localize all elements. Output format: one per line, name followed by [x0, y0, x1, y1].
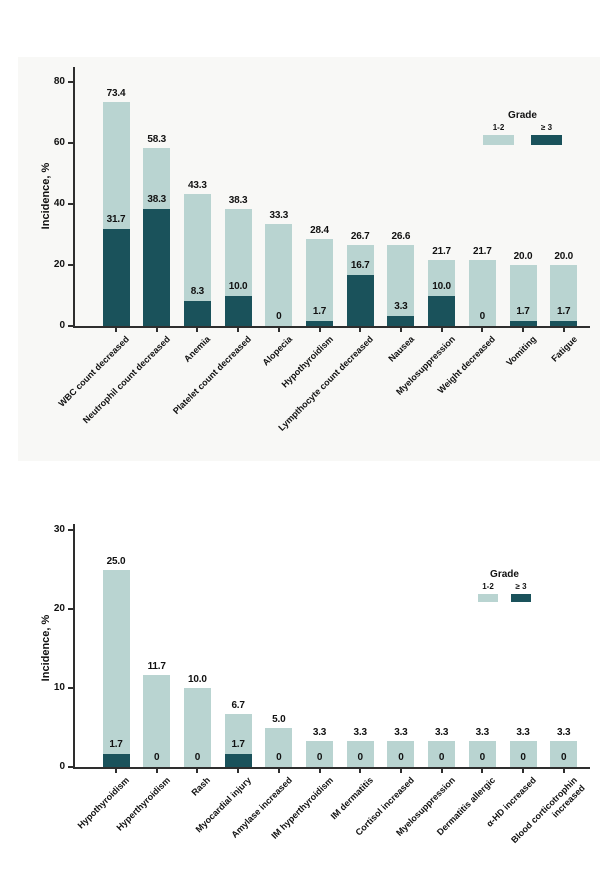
bar-total-label: 3.3: [394, 726, 408, 738]
y-axis-line: [73, 524, 75, 769]
x-tick-mark: [115, 769, 117, 773]
bar-total-label: 3.3: [516, 726, 530, 738]
x-category-label: Blood corticotrophin increased: [508, 775, 587, 846]
bar-grade-1-2: [509, 740, 537, 767]
y-tick-label: 30: [53, 524, 65, 535]
bar-grade-1-2: [468, 740, 496, 767]
x-tick-mark: [399, 769, 402, 773]
bar-total-label: 6.7: [231, 700, 245, 712]
y-axis-title: Incidence, %: [40, 614, 52, 682]
legend: Grade 1-2 ≥ 3: [478, 569, 531, 602]
y-tick-mark: [68, 529, 73, 531]
bar-grade-1-2: [550, 740, 578, 767]
bar-grade-ge3-label: 0: [276, 752, 282, 763]
bar-grade-ge3-label: 0: [520, 752, 526, 763]
bar-grade-ge3: [224, 753, 252, 767]
x-category-label: Myocardial injury: [193, 775, 254, 835]
legend-swatch-grade-ge3: [511, 594, 531, 602]
x-category-label: Dermatitis allergic: [435, 775, 498, 838]
x-tick-mark: [522, 769, 524, 773]
x-tick-mark: [318, 769, 321, 773]
y-tick-mark: [68, 766, 73, 768]
legend-title: Grade: [490, 569, 519, 580]
bar-total-label: 5.0: [272, 713, 286, 725]
bar-grade-1-2: [428, 740, 456, 767]
y-tick-label: 10: [53, 682, 65, 693]
bar-grade-ge3-label: 0: [154, 752, 160, 763]
bar-grade-ge3-label: 0: [357, 752, 364, 763]
x-tick-mark: [481, 769, 484, 773]
bar-grade-ge3-label: 0: [438, 752, 445, 763]
x-category-label: Amylase increased: [229, 775, 294, 840]
bar-grade-1-2: [387, 740, 415, 767]
x-tick-mark: [155, 769, 158, 773]
y-tick-mark: [68, 687, 73, 689]
legend-item-grade-1-2: 1-2: [478, 582, 498, 602]
bar-total-label: 3.3: [312, 726, 327, 738]
x-category-label: α-HD increased: [484, 775, 539, 829]
bar-total-label: 3.3: [557, 726, 571, 738]
legend-item-grade-ge3: ≥ 3: [511, 582, 531, 602]
bar-total-label: 11.7: [147, 660, 166, 672]
bar-grade-1-2: [346, 740, 374, 767]
legend-item-label: 1-2: [482, 582, 494, 591]
x-category-label: Rash: [189, 775, 213, 798]
x-category-label: IM dermatitis: [328, 775, 376, 822]
bar-total-label: 25.0: [106, 555, 126, 567]
x-tick-mark: [277, 769, 280, 773]
bar-grade-ge3-label: 0: [479, 752, 486, 763]
x-category-label: IM hyperthyroidism: [268, 775, 335, 841]
bar-grade-1-2: [102, 569, 130, 767]
x-tick-mark: [196, 769, 199, 773]
bar-total-label: 3.3: [475, 726, 490, 738]
x-tick-mark: [440, 769, 443, 773]
bar-grade-1-2: [306, 740, 333, 767]
x-tick-mark: [562, 769, 565, 773]
bar-total-label: 3.3: [434, 726, 449, 738]
bar-total-label: 3.3: [353, 726, 368, 738]
y-tick-mark: [68, 608, 73, 610]
x-category-label: Myelosuppression: [393, 775, 457, 838]
bar-grade-1-2: [143, 674, 171, 767]
bar-grade-1-2: [183, 688, 211, 767]
x-category-label: Hyperthyroidism: [114, 775, 172, 833]
bar-grade-1-2: [265, 727, 293, 767]
legend-item-label: ≥ 3: [515, 582, 527, 591]
bar-grade-ge3-label: 0: [398, 752, 404, 763]
x-tick-mark: [359, 769, 362, 773]
bar-grade-ge3-label: 1.7: [109, 738, 123, 750]
x-category-label: Hypothyroidism: [75, 775, 132, 831]
bar-grade-ge3-label: 0: [561, 752, 567, 763]
bar-total-label: 10.0: [188, 674, 207, 685]
bar-grade-ge3-label: 0: [194, 752, 201, 763]
bar-grade-1-2: [224, 714, 252, 767]
y-tick-label: 0: [59, 761, 65, 772]
legend-swatch-grade-1-2: [478, 594, 498, 602]
x-axis-line: [73, 767, 590, 769]
bar-grade-ge3: [102, 753, 130, 767]
x-tick-mark: [237, 769, 240, 773]
x-category-label: Cortisol increased: [353, 775, 416, 838]
legend-items: 1-2 ≥ 3: [478, 582, 531, 602]
y-tick-label: 20: [53, 603, 65, 614]
bar-grade-ge3-label: 1.7: [231, 738, 245, 750]
top-figure-panel: [18, 57, 600, 461]
bar-grade-ge3-label: 0: [316, 752, 323, 763]
